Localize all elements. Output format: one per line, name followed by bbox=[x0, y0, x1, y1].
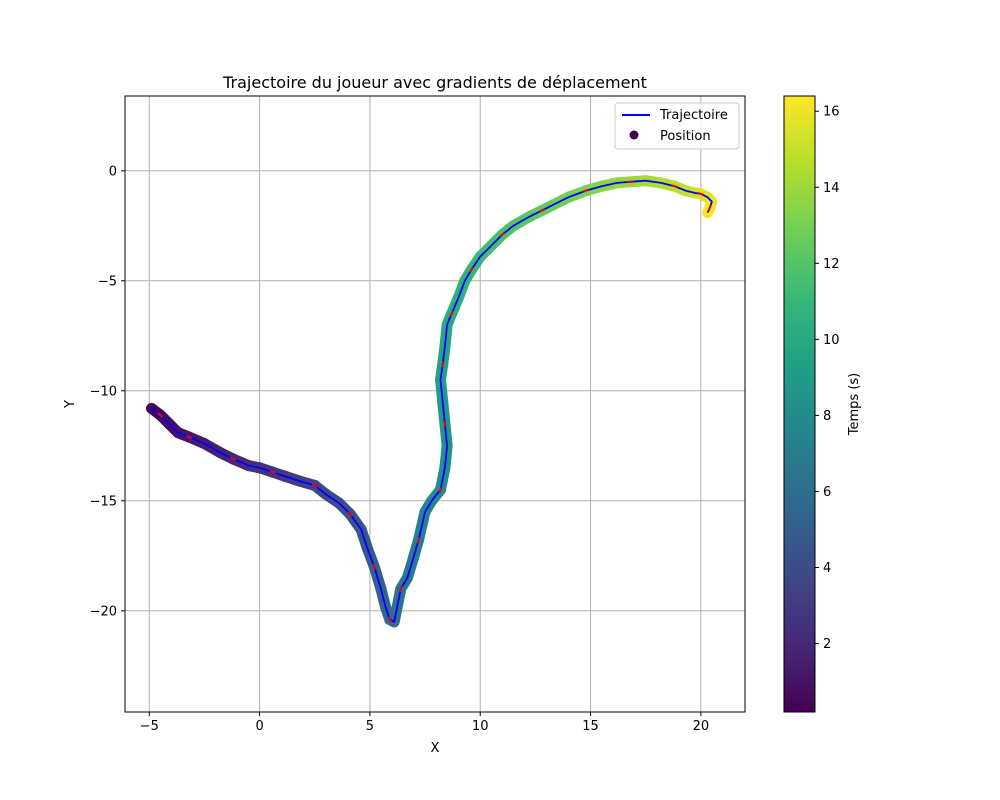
colorbar-tick-label: 12 bbox=[823, 257, 840, 272]
gradient-arrow bbox=[441, 361, 445, 368]
y-tick-label: −15 bbox=[90, 494, 117, 509]
colorbar-label: Temps (s) bbox=[847, 373, 862, 436]
gradient-arrow bbox=[697, 192, 705, 196]
gradient-arrow bbox=[347, 511, 353, 517]
legend-label-position: Position bbox=[660, 129, 711, 144]
gradient-arrow bbox=[157, 412, 164, 418]
colorbar-ticks: 2 4 6 8 10 12 14 16 bbox=[815, 105, 840, 652]
x-tick-label: −5 bbox=[140, 719, 159, 734]
x-tick-label: 15 bbox=[582, 719, 599, 734]
y-axis-ticks: 0 −5 −10 −15 −20 bbox=[90, 164, 125, 619]
x-tick-label: 0 bbox=[255, 719, 263, 734]
gradient-arrow bbox=[229, 456, 237, 462]
x-tick-label: 5 bbox=[366, 719, 374, 734]
colorbar-tick-label: 8 bbox=[823, 409, 831, 424]
gradient-arrow bbox=[387, 616, 393, 623]
gradient-arrow bbox=[438, 486, 443, 493]
chart-title: Trajectoire du joueur avec gradients de … bbox=[222, 73, 647, 92]
gradient-arrow bbox=[416, 537, 421, 544]
x-tick-label: 10 bbox=[472, 719, 489, 734]
legend-label-trajectoire: Trajectoire bbox=[659, 108, 728, 123]
position-markers bbox=[146, 175, 717, 627]
colorbar-tick-label: 6 bbox=[823, 485, 831, 500]
gradient-arrow bbox=[499, 231, 506, 238]
gradient-arrow bbox=[449, 310, 454, 317]
gradient-arrow bbox=[372, 563, 377, 570]
y-tick-label: −10 bbox=[90, 384, 117, 399]
y-tick-label: 0 bbox=[109, 164, 117, 179]
trajectory-thick-line bbox=[145, 175, 718, 628]
colorbar-tick-label: 16 bbox=[823, 105, 840, 120]
position-marker bbox=[702, 207, 713, 218]
colorbar-tick-label: 4 bbox=[823, 561, 831, 576]
trajectory-line bbox=[150, 179, 713, 623]
legend: Trajectoire Position bbox=[614, 102, 740, 150]
gradient-arrow bbox=[707, 205, 712, 212]
colorbar-tick-label: 2 bbox=[823, 637, 831, 652]
gradient-arrow bbox=[398, 585, 403, 592]
gradient-arrow bbox=[582, 188, 590, 193]
plot-area: −5 0 5 10 15 20 0 −5 −10 −15 −20 bbox=[90, 95, 746, 734]
gradient-arrow bbox=[443, 420, 447, 427]
gradient-arrow bbox=[468, 266, 474, 273]
x-axis-ticks: −5 0 5 10 15 20 bbox=[140, 712, 709, 734]
colorbar-tick-label: 10 bbox=[823, 333, 840, 348]
colorbar: 2 4 6 8 10 12 14 16 Temps (s) bbox=[783, 95, 862, 713]
grid bbox=[125, 96, 745, 712]
gradient-arrow bbox=[538, 208, 546, 213]
x-axis-label: X bbox=[431, 741, 440, 756]
gradient-arrow bbox=[671, 184, 678, 189]
colorbar-tick-label: 14 bbox=[823, 181, 840, 196]
x-tick-label: 20 bbox=[693, 719, 710, 734]
gradient-arrow bbox=[311, 483, 318, 488]
y-tick-label: −20 bbox=[90, 604, 117, 619]
y-axis-label: Y bbox=[63, 400, 78, 409]
plot-frame bbox=[124, 95, 746, 713]
gradient-arrow bbox=[269, 470, 276, 475]
gradient-arrow bbox=[185, 434, 193, 440]
y-tick-label: −5 bbox=[98, 274, 117, 289]
legend-marker-swatch bbox=[629, 130, 639, 140]
trajectory-polyline bbox=[150, 179, 713, 623]
colorbar-gradient bbox=[783, 95, 816, 713]
